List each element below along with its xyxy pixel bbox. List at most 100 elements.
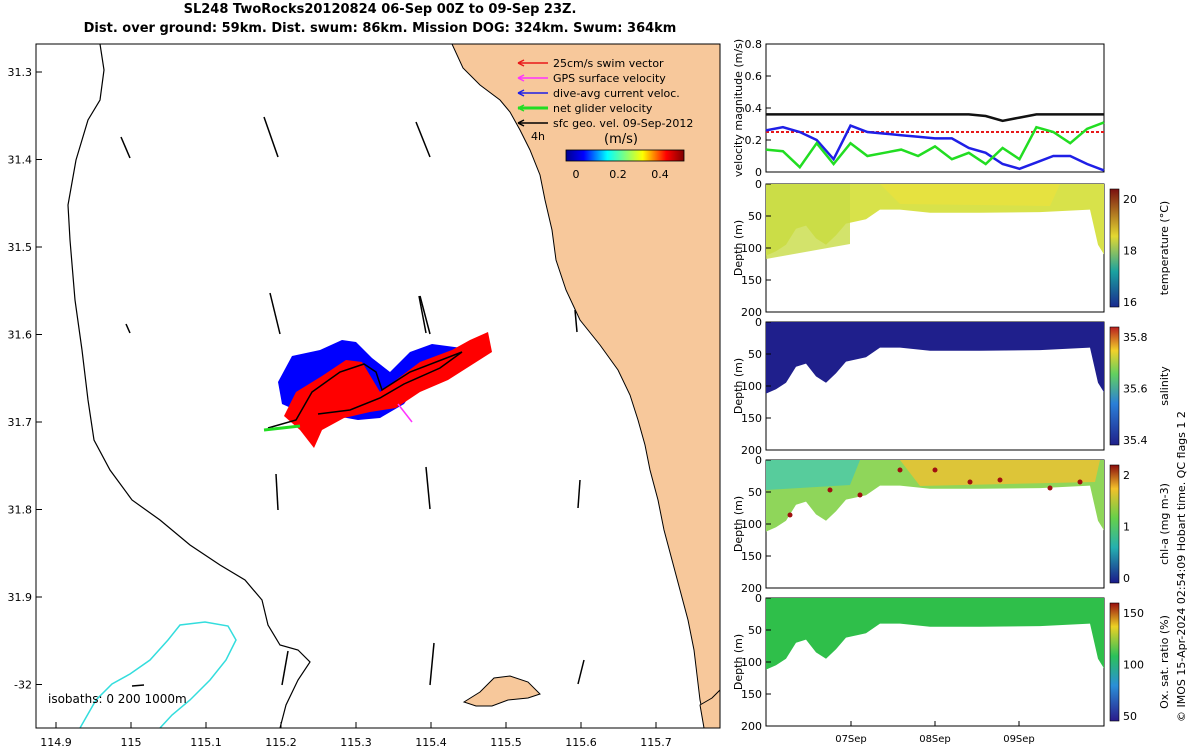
net-glider-velocity-arrow xyxy=(263,424,301,432)
section-data-point xyxy=(897,467,903,473)
map-x-tick-label: 115.5 xyxy=(490,736,522,749)
velocity-y-tick-label: 0.4 xyxy=(745,102,763,115)
figure-title-line1: SL248 TwoRocks20120824 06-Sep 00Z to 09-… xyxy=(183,2,577,17)
depth-tick-label: 150 xyxy=(741,412,762,425)
figure-title-line2: Dist. over ground: 59km. Dist. swum: 86k… xyxy=(83,21,677,36)
velocity-y-tick-label: 0.6 xyxy=(745,70,763,83)
depth-tick-label: 150 xyxy=(741,274,762,287)
legend-arrowhead xyxy=(517,104,525,112)
depth-tick-label: 150 xyxy=(741,688,762,701)
velocity-y-tick-label: 0 xyxy=(755,166,762,179)
section-colorbar xyxy=(1109,188,1120,308)
colorbar-tick-label: 2 xyxy=(1123,469,1130,482)
colorbar-tick-label: 0.2 xyxy=(609,168,627,181)
section-data-point xyxy=(967,479,973,485)
colorbar-tick-label: 50 xyxy=(1123,710,1137,723)
velocity-series-dive-avg-current xyxy=(765,124,1105,172)
section-panel-3: 0 50 100 150 200 Depth (m) 0 1 2 chl-a (mg m-3) xyxy=(732,454,1171,595)
headland xyxy=(699,689,720,728)
section-data-patch xyxy=(880,184,1060,206)
velocity-ylabel: velocity magnitude (m/s) xyxy=(732,39,745,177)
legend-label: net glider velocity xyxy=(553,102,653,115)
colorbar-label: temperature (°C) xyxy=(1158,201,1171,295)
time-label: 4h xyxy=(531,130,545,143)
legend-label: 25cm/s swim vector xyxy=(553,57,664,70)
legend-arrowhead xyxy=(517,89,525,97)
map-y-tick-label: 31.7 xyxy=(8,416,33,429)
depth-ylabel: Depth (m) xyxy=(732,358,745,414)
colorbar-label: salinity xyxy=(1158,366,1171,406)
colorbar-tick-label: 150 xyxy=(1123,607,1144,620)
map-x-tick-label: 115.1 xyxy=(190,736,222,749)
velocity-y-tick-label: 0.8 xyxy=(745,38,763,51)
depth-tick-label: 100 xyxy=(741,380,762,393)
map-y-axis: 31.3 31.4 31.5 31.6 31.7 31.8 31.9 -32 xyxy=(8,66,42,692)
map-y-tick-label: 31.9 xyxy=(8,591,33,604)
depth-ylabel: Depth (m) xyxy=(732,496,745,552)
section-panel-1: 0 50 100 150 200 Depth (m) 16 18 20 temperature (… xyxy=(732,178,1171,319)
map-x-tick-label: 115.2 xyxy=(265,736,297,749)
colorbar-label: chl-a (mg m-3) xyxy=(1158,483,1171,565)
section-data-point xyxy=(997,477,1003,483)
section-data-point xyxy=(1077,479,1083,485)
map-y-tick-label: 31.5 xyxy=(8,241,33,254)
map-x-tick-label: 115.4 xyxy=(415,736,447,749)
footer-credit: © IMOS 15-Apr-2024 02:54:09 Hobart time.… xyxy=(1175,411,1188,722)
section-panel-2: 0 50 100 150 200 Depth (m) 35.4 35.6 35.8 salinit… xyxy=(732,316,1171,457)
depth-tick-label: 0 xyxy=(755,454,762,467)
colorbar-label: Ox. sat. ratio (%) xyxy=(1158,615,1171,709)
isobath-200m xyxy=(67,44,311,728)
map-x-tick-label: 115.6 xyxy=(565,736,597,749)
colorbar-tick-label: 16 xyxy=(1123,296,1137,309)
depth-tick-label: 200 xyxy=(741,444,762,457)
depth-tick-label: 50 xyxy=(748,348,762,361)
depth-ylabel: Depth (m) xyxy=(732,634,745,690)
velocity-series-sfc-geo-vel- xyxy=(766,113,1104,123)
depth-tick-label: 0 xyxy=(755,178,762,191)
legend-arrowhead xyxy=(517,59,525,67)
sfc-geo-velocity-arrows xyxy=(120,116,585,687)
section-colorbar xyxy=(1109,602,1120,722)
section-data-point xyxy=(827,487,833,493)
velocity-y-tick-label: 0.2 xyxy=(745,134,763,147)
glider-track xyxy=(267,351,463,429)
colorbar-unit: (m/s) xyxy=(604,132,638,147)
map-y-tick-label: 31.6 xyxy=(8,329,33,342)
island xyxy=(462,675,541,707)
depth-tick-label: 200 xyxy=(741,720,762,733)
depth-ylabel: Depth (m) xyxy=(732,220,745,276)
gps-surface-velocity-arrow xyxy=(397,403,413,423)
map-x-tick-label: 115 xyxy=(121,736,142,749)
colorbar-tick-label: 18 xyxy=(1123,245,1137,258)
depth-tick-label: 150 xyxy=(741,550,762,563)
map-y-tick-label: 31.4 xyxy=(8,154,33,167)
section-data-patch xyxy=(766,460,860,490)
section-data-point xyxy=(857,492,863,498)
section-data-point xyxy=(1047,485,1053,491)
map-x-tick-label: 115.3 xyxy=(340,736,372,749)
map-x-tick-label: 114.9 xyxy=(40,736,72,749)
section-colorbar xyxy=(1109,464,1120,584)
section-data-patch xyxy=(766,184,850,259)
speed-colorbar-ticks: 0 0.2 0.4 xyxy=(573,168,669,181)
colorbar-tick-label: 35.4 xyxy=(1123,434,1148,447)
time-tick-label: 08Sep xyxy=(919,734,951,745)
colorbar-tick-label: 0 xyxy=(573,168,580,181)
depth-tick-label: 0 xyxy=(755,316,762,329)
colorbar-tick-label: 20 xyxy=(1123,193,1137,206)
map-x-axis: 114.9 115 115.1 115.2 115.3 115.4 115.5 115.6 11… xyxy=(40,722,672,749)
section-data-patch xyxy=(900,460,1100,486)
depth-tick-label: 50 xyxy=(748,624,762,637)
map-y-tick-label: 31.3 xyxy=(8,66,33,79)
depth-tick-label: 50 xyxy=(748,486,762,499)
legend-arrowhead xyxy=(517,74,525,82)
speed-colorbar xyxy=(565,149,685,162)
time-tick-label: 09Sep xyxy=(1003,734,1035,745)
isobaths-label: isobaths: 0 200 1000m xyxy=(48,692,187,706)
section-data-field xyxy=(766,598,1104,670)
legend-arrowhead xyxy=(517,119,525,127)
map-x-tick-label: 115.7 xyxy=(640,736,672,749)
depth-tick-label: 50 xyxy=(748,210,762,223)
